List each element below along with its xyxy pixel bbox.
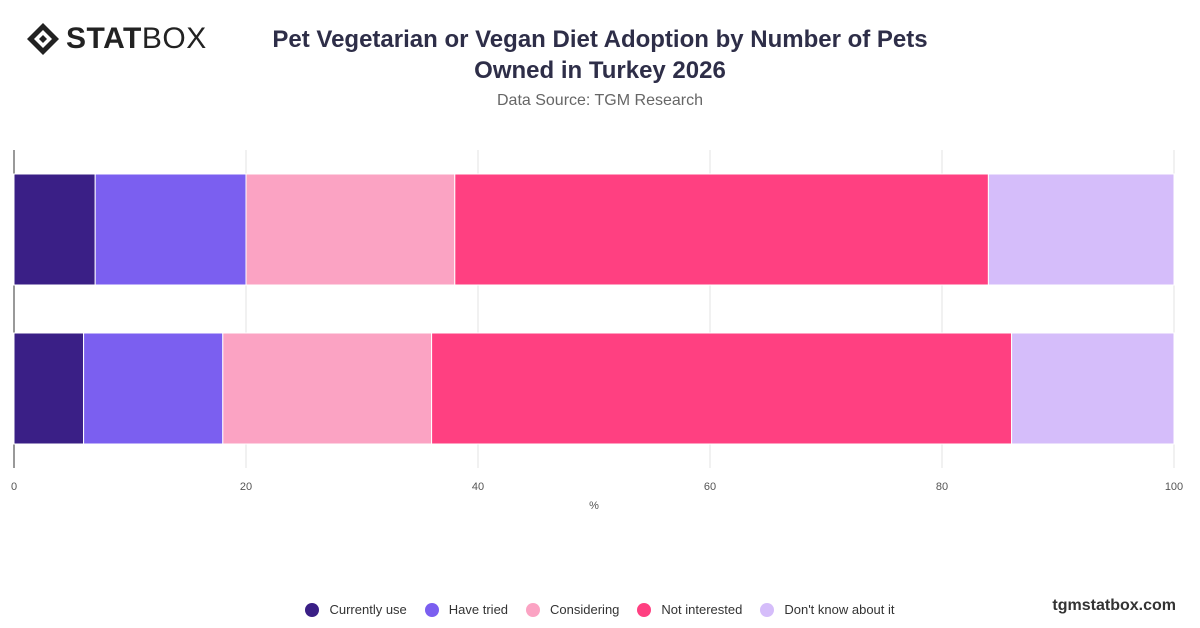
legend-swatch (424, 602, 439, 617)
bar-segment (245, 173, 456, 286)
x-tick-label: 60 (704, 481, 716, 493)
bar-segment (222, 332, 433, 445)
bar-segment (431, 332, 1013, 445)
legend-label: Don't know about it (784, 602, 895, 617)
bar-segment (94, 173, 247, 286)
legend-label: Not interested (661, 602, 743, 617)
x-tick-label: 0 (11, 481, 17, 493)
statbox-logo: STATBOX (26, 22, 207, 56)
legend-label: Currently use (329, 602, 407, 617)
legend-label: Have tried (448, 602, 509, 617)
legend-swatch (760, 602, 775, 617)
legend-swatch (637, 602, 652, 617)
legend-label: Considering (550, 602, 620, 617)
x-tick-label: 80 (936, 481, 948, 493)
legend-swatch (526, 602, 541, 617)
chart-legend: Currently use Have tried Considering Not in… (0, 602, 1200, 617)
legend-item[interactable]: Have tried (424, 602, 509, 617)
bar-segment (1011, 332, 1175, 445)
logo-word-bold: STAT (66, 22, 142, 55)
logo-wordmark: STATBOX (66, 24, 207, 54)
bar-segment (987, 173, 1175, 286)
x-tick-label: 40 (472, 481, 484, 493)
legend-item[interactable]: Considering (526, 602, 619, 617)
chart-subtitle: Data Source: TGM Research (496, 92, 703, 109)
bar-segment (83, 332, 224, 445)
logo-word-light: BOX (141, 22, 207, 55)
x-tick-label: 20 (240, 481, 252, 493)
bar-segment (13, 332, 85, 445)
chart-title: Pet Vegetarian or Vegan Diet Adoption by… (272, 26, 928, 84)
bar-segment (13, 173, 96, 286)
x-tick-label: 100 (1165, 481, 1183, 493)
x-axis-label: % (589, 500, 599, 512)
legend-item[interactable]: Don't know about it (760, 602, 895, 617)
legend-item[interactable]: Not interested (637, 602, 742, 617)
stacked-bar-chart: 0 20 40 60 80 100% (11, 150, 1183, 512)
legend-swatch (305, 602, 320, 617)
legend-item[interactable]: Currently use (305, 602, 407, 617)
diamond-logo-icon (27, 23, 59, 55)
footer-url: tgmstatbox.com (1052, 597, 1176, 614)
bar-segment (454, 173, 989, 286)
